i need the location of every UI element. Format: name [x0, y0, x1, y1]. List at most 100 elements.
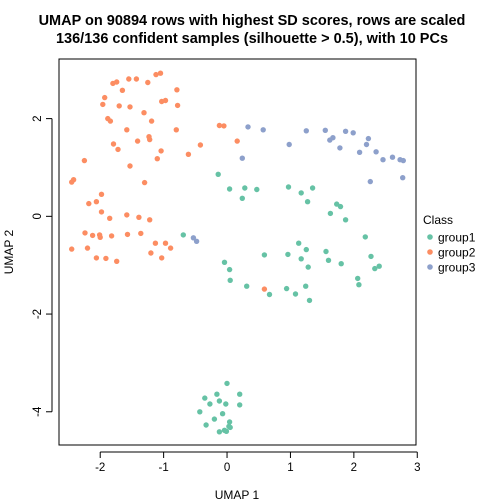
point-group2 [148, 250, 154, 256]
point-group1 [362, 234, 368, 240]
point-group2 [115, 146, 121, 153]
point-group1 [283, 285, 290, 292]
plot-frame [58, 58, 417, 446]
point-group1 [306, 297, 313, 304]
point-group2 [98, 209, 105, 215]
point-group2 [127, 104, 133, 110]
point-group1 [298, 256, 304, 262]
x-tick-label: -2 [95, 462, 105, 474]
x-tick-label: 2 [351, 462, 357, 474]
point-group2 [119, 87, 126, 94]
point-group1 [372, 265, 378, 272]
point-group2 [93, 255, 100, 261]
point-group2 [167, 245, 174, 251]
point-group2 [69, 246, 75, 252]
point-group1 [338, 261, 344, 267]
point-group1 [266, 291, 273, 298]
point-group1 [214, 391, 220, 397]
point-group3 [190, 235, 197, 241]
x-tick-label: 3 [414, 462, 420, 474]
point-group2 [141, 179, 148, 186]
point-group1 [298, 190, 304, 196]
point-group1 [304, 199, 311, 205]
point-group1 [202, 395, 208, 401]
y-tick-label: -2 [32, 309, 44, 319]
point-group1 [211, 416, 218, 422]
point-group2 [100, 101, 106, 108]
data-points [69, 70, 406, 435]
point-group3 [239, 155, 245, 161]
point-group1 [197, 409, 203, 415]
point-group1 [226, 186, 233, 192]
point-group1 [323, 248, 329, 255]
chart-title-line2: 136/136 confident samples (silhouette > … [56, 31, 448, 47]
point-group1 [226, 266, 233, 273]
point-group1 [342, 217, 349, 223]
point-group1 [224, 380, 230, 387]
point-group1 [355, 275, 361, 282]
point-group1 [285, 184, 292, 190]
point-group3 [342, 128, 349, 134]
point-group2 [127, 163, 133, 169]
point-group2 [147, 217, 153, 223]
legend-label-group3: group3 [438, 261, 476, 275]
point-group1 [221, 259, 228, 265]
point-group2 [153, 71, 159, 78]
point-group2 [107, 118, 114, 124]
point-group1 [376, 263, 382, 269]
point-group2 [89, 232, 96, 239]
point-group2 [70, 177, 77, 183]
point-group2 [103, 255, 109, 262]
point-group2 [133, 76, 140, 82]
point-group2 [102, 94, 108, 101]
x-axis-label: UMAP 1 [215, 488, 260, 502]
point-group1 [242, 185, 248, 191]
point-group2 [154, 156, 160, 162]
point-group1 [237, 391, 243, 397]
legend-marker-group1 [427, 234, 433, 240]
point-group1 [223, 428, 230, 434]
point-group3 [330, 135, 336, 141]
x-tick-label: -1 [159, 462, 169, 474]
point-group2 [116, 103, 122, 109]
point-group3 [400, 175, 406, 181]
point-group2 [124, 212, 130, 218]
x-tick-label: 0 [224, 462, 230, 474]
point-group1 [219, 411, 226, 417]
point-group2 [234, 138, 240, 144]
y-axis: -4 -2 0 2 [32, 115, 53, 417]
x-tick-label: 1 [287, 462, 293, 474]
point-group1 [180, 232, 186, 238]
point-group1 [285, 251, 291, 258]
y-tick-label: 2 [32, 115, 44, 121]
point-group2 [174, 102, 181, 109]
point-group2 [158, 148, 164, 154]
point-group2 [136, 214, 142, 220]
point-group2 [138, 230, 144, 237]
x-axis: -2 -1 0 1 2 3 [95, 451, 420, 474]
point-group1 [215, 171, 221, 177]
point-group3 [260, 127, 266, 133]
point-group1 [334, 201, 340, 207]
point-group1 [303, 246, 309, 253]
legend-marker-group2 [427, 249, 433, 255]
point-group2 [148, 118, 155, 124]
point-group2 [157, 70, 164, 76]
point-group1 [244, 283, 250, 289]
point-group1 [239, 195, 245, 201]
point-group3 [322, 127, 328, 133]
point-group1 [292, 291, 299, 297]
point-group3 [367, 178, 373, 185]
point-group3 [365, 135, 372, 142]
point-group3 [356, 149, 363, 155]
point-group1 [261, 252, 268, 258]
point-group2 [261, 286, 268, 292]
point-group2 [114, 79, 120, 85]
point-group1 [325, 257, 332, 263]
point-group2 [216, 122, 223, 129]
point-group2 [84, 245, 91, 251]
point-group2 [98, 191, 105, 197]
point-group2 [86, 200, 92, 207]
point-group1 [296, 240, 302, 246]
